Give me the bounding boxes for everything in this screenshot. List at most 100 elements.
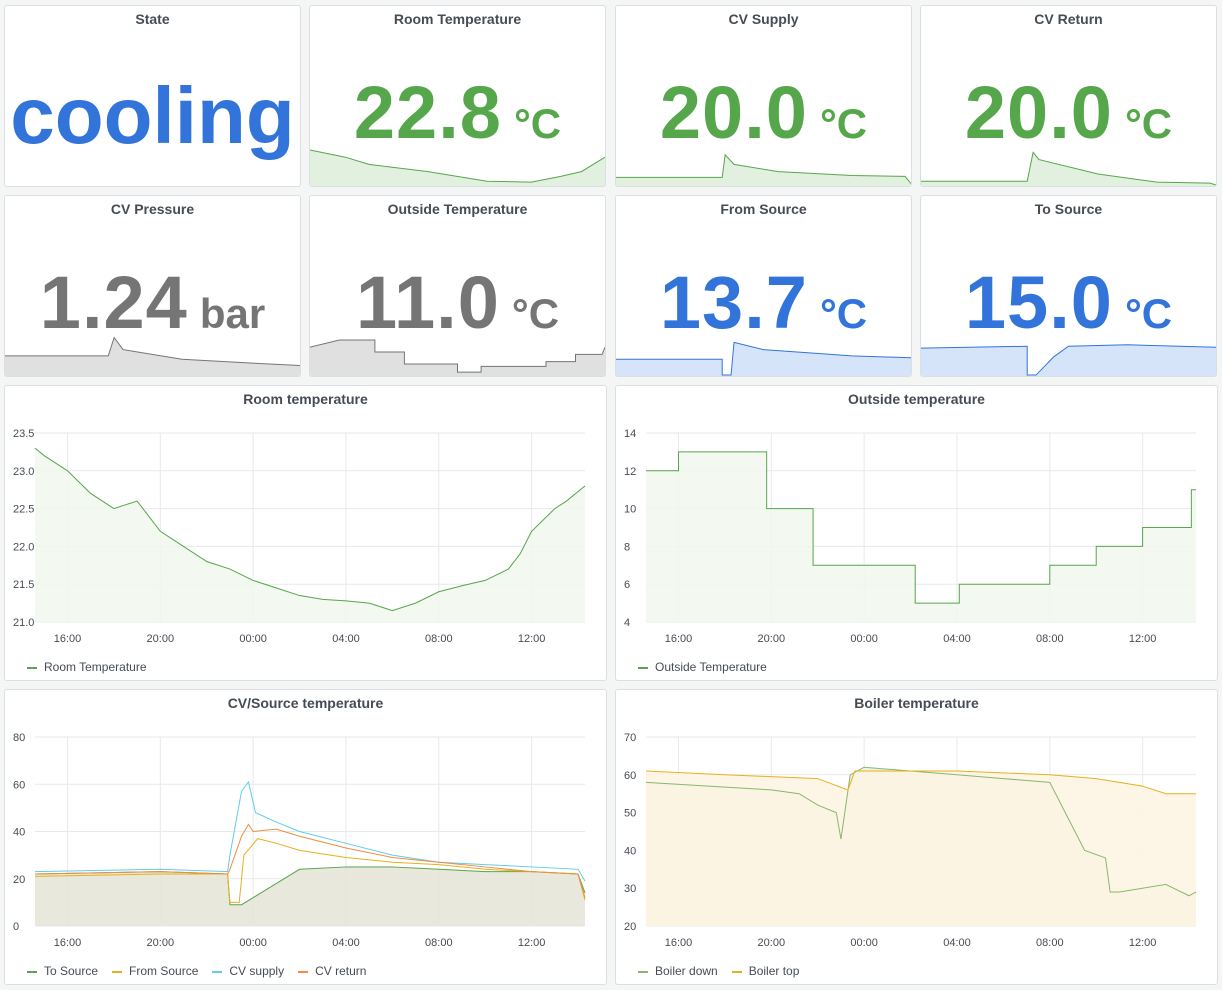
x-tick-label: 08:00 (425, 937, 453, 949)
y-tick-label: 60 (13, 779, 25, 791)
series-line (645, 770, 1196, 795)
x-tick-label: 00:00 (850, 937, 878, 949)
series-line (34, 838, 586, 903)
y-tick-label: 21.5 (13, 579, 34, 591)
y-tick-label: 6 (624, 579, 630, 591)
x-tick-label: 16:00 (54, 937, 82, 949)
x-tick-label: 04:00 (943, 633, 971, 645)
x-tick-label: 20:00 (147, 937, 175, 949)
y-tick-label: 22.5 (13, 504, 34, 516)
y-tick-label: 14 (624, 428, 636, 440)
sparkline (310, 339, 605, 376)
x-tick-label: 00:00 (850, 633, 878, 645)
legend-item[interactable]: Outside Temperature (638, 660, 767, 674)
stat-panel: CV Pressure 1.24 bar (4, 195, 301, 377)
x-tick-label: 16:00 (665, 633, 693, 645)
room-temperature-chart: 21.0 21.5 22.0 22.5 23.0 23.5 16:00 20:00 00:00 0… (13, 428, 586, 645)
legend-item[interactable]: To Source (27, 964, 98, 978)
stat-value: 20.0 (964, 71, 1113, 154)
y-tick-label: 0 (13, 921, 19, 933)
panel-title: CV Return (1034, 11, 1103, 27)
y-tick-label: 20 (624, 921, 636, 933)
stat-value-group: 11.0 °C (310, 260, 605, 345)
legend-item[interactable]: CV return (298, 964, 366, 978)
legend-item[interactable]: Boiler down (638, 964, 718, 978)
legend-swatch (731, 970, 742, 973)
x-tick-label: 20:00 (147, 633, 175, 645)
stat-value-group: 20.0 °C (921, 70, 1216, 155)
x-tick-label: 00:00 (239, 937, 267, 949)
legend-item[interactable]: Boiler top (731, 964, 799, 978)
sparkline-area (616, 342, 911, 376)
sparkline-line (310, 149, 605, 183)
panel-title: CV/Source temperature (227, 695, 384, 711)
legend-item[interactable]: Room Temperature (27, 660, 147, 674)
legend-label: To Source (44, 964, 99, 978)
sparkline (310, 149, 605, 186)
sparkline-line (921, 151, 1216, 186)
boiler-temperature-chart: 20 30 40 50 60 70 16:00 20:00 00:00 04:00 08:00 12:… (624, 732, 1197, 949)
x-tick-label: 20:00 (758, 633, 786, 645)
y-tick-label: 23.0 (13, 466, 34, 478)
legend-swatch (27, 666, 37, 669)
y-tick-label: 40 (624, 845, 636, 857)
sparkline-area (921, 152, 1216, 186)
panel-title: To Source (1034, 201, 1103, 217)
panel-title: From Source (720, 201, 807, 217)
sparkline-line (310, 339, 605, 373)
y-tick-label: 30 (624, 883, 636, 895)
cv-source-temperature-panel: CV/Source temperature 0 20 40 60 80 16:00 20:0… (4, 689, 607, 985)
x-tick-label: 04:00 (332, 937, 360, 949)
x-tick-label: 16:00 (665, 937, 693, 949)
panel-title: Room Temperature (393, 11, 522, 27)
chart-legend: Outside Temperature (638, 660, 781, 674)
series-line (34, 823, 586, 898)
outside-temperature-chart: 4 6 8 10 12 14 16:00 20:00 00:00 04:00 08:00 12:00 (624, 428, 1196, 645)
stat-unit: °C (511, 290, 560, 337)
sparkline-area (616, 154, 911, 186)
stat-panel: To Source 15.0 °C (920, 195, 1217, 377)
stat-value: 13.7 (659, 261, 808, 344)
legend-item[interactable]: CV supply (212, 964, 284, 978)
cv-source-temperature-chart: 0 20 40 60 80 16:00 20:00 00:00 04:00 08:00 12:00 (13, 732, 586, 949)
stat-value: 22.8 (353, 71, 502, 154)
x-tick-label: 12:00 (1129, 633, 1157, 645)
x-tick-label: 08:00 (1036, 937, 1064, 949)
y-tick-label: 22.0 (13, 541, 34, 553)
panel-title: CV Supply (728, 11, 799, 27)
sparkline (5, 336, 300, 376)
y-tick-label: 40 (13, 827, 25, 839)
legend-item[interactable]: From Source (112, 964, 198, 978)
series-area (35, 448, 585, 622)
sparkline-line (921, 344, 1216, 376)
x-tick-label: 08:00 (425, 633, 453, 645)
y-tick-label: 8 (624, 541, 630, 553)
stat-value-group: 22.8 °C (310, 70, 605, 155)
stat-unit: °C (819, 100, 868, 147)
series-line (34, 780, 586, 882)
legend-label: CV supply (229, 964, 285, 978)
stat-panel: State cooling (4, 5, 301, 187)
sparkline-line (616, 153, 911, 184)
sparkline (921, 344, 1216, 376)
series-area (646, 451, 1196, 622)
sparkline-line (616, 341, 911, 376)
sparkline-area (5, 337, 300, 376)
legend-swatch (638, 666, 648, 669)
series-area (35, 866, 585, 926)
stat-panel: Room Temperature 22.8 °C (309, 5, 606, 187)
legend-swatch (212, 970, 223, 973)
y-tick-label: 23.5 (13, 428, 34, 440)
x-tick-label: 08:00 (1036, 633, 1064, 645)
stat-value-group: 15.0 °C (921, 260, 1216, 345)
sparkline (616, 153, 911, 186)
panel-title: CV Pressure (110, 201, 195, 217)
series-line (645, 766, 1197, 897)
sparkline-line (5, 336, 300, 366)
stat-value-group: 13.7 °C (616, 260, 911, 345)
stat-panel: CV Return 20.0 °C (920, 5, 1217, 187)
legend-swatch (27, 970, 37, 973)
y-tick-label: 80 (13, 732, 25, 744)
stat-unit: °C (1124, 290, 1173, 337)
stat-unit: °C (819, 290, 868, 337)
